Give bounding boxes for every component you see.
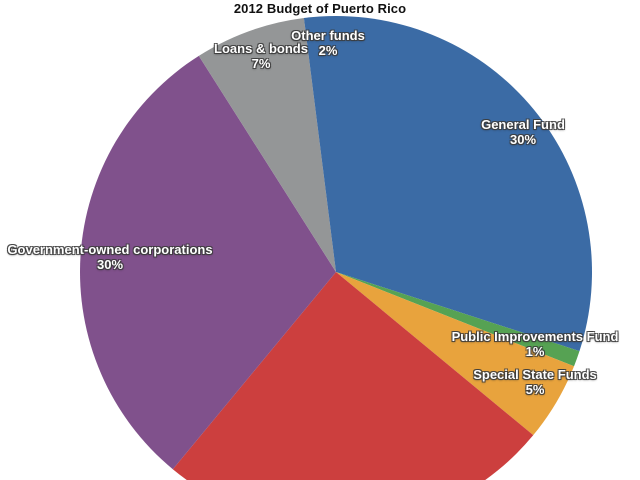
slice-label-special-state-funds[interactable]: Special State Funds 5% xyxy=(452,367,618,398)
pie-slice[interactable] xyxy=(198,18,336,273)
slice-label-government-owned-corporations[interactable]: Government-owned corporations 30% xyxy=(2,242,218,273)
chart-title: 2012 Budget of Puerto Rico xyxy=(233,1,407,16)
slice-label-loans-and-bonds-name: Loans & bonds xyxy=(214,41,308,56)
slice-label-loans-and-bonds-pct: 7% xyxy=(251,55,271,71)
slice-label-general-fund-pct: 30% xyxy=(509,131,537,147)
slice-label-general-fund-name: General Fund xyxy=(481,117,565,132)
pie-slice[interactable] xyxy=(172,272,534,480)
slice-label-other-funds-name: Other funds xyxy=(291,28,365,43)
slice-label-special-state-funds-pct: 5% xyxy=(525,381,545,397)
pie-slices-group xyxy=(79,16,592,480)
slice-label-public-improvements-fund[interactable]: Public Improvements Fund 1% xyxy=(432,329,638,360)
pie-slice[interactable] xyxy=(336,16,592,352)
slice-label-public-improvements-fund-name: Public Improvements Fund xyxy=(451,329,619,344)
slice-label-other-funds[interactable]: Other funds 2% xyxy=(280,28,376,59)
slice-label-government-owned-corporations-pct: 30% xyxy=(96,256,124,272)
slice-label-government-owned-corporations-name: Government-owned corporations xyxy=(7,242,213,257)
slice-label-other-funds-pct: 2% xyxy=(318,42,338,58)
slice-label-special-state-funds-name: Special State Funds xyxy=(473,367,597,382)
pie-slice[interactable] xyxy=(336,272,575,436)
slice-label-public-improvements-fund-pct: 1% xyxy=(525,343,545,359)
pie-slice[interactable] xyxy=(303,16,336,272)
pie-slice[interactable] xyxy=(79,55,336,470)
slice-label-loans-and-bonds[interactable]: Loans & bonds 7% xyxy=(196,41,326,72)
pie-slice[interactable] xyxy=(336,272,580,367)
slice-label-general-fund[interactable]: General Fund 30% xyxy=(448,117,598,148)
